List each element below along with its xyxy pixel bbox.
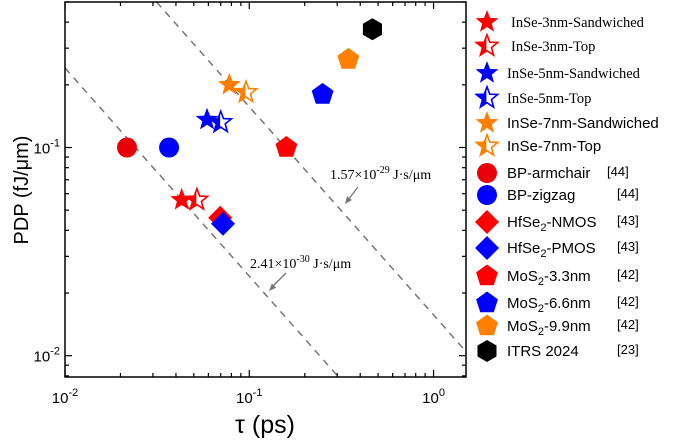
x-axis-label: τ (ps): [235, 411, 295, 439]
legend-marker: [475, 10, 499, 32]
reference-line-1: [64, 67, 340, 378]
y-tick-label: 10-1: [34, 138, 60, 158]
legend-reference: [43]: [617, 213, 639, 228]
x-tick-label: 100: [422, 387, 445, 407]
legend-item: InSe-3nm-Top: [474, 32, 595, 57]
legend-item: ITRS 2024 [23]: [477, 340, 639, 362]
data-point-inse-7nm-sandwiched: [218, 72, 241, 95]
data-point-bp-zigzag: [159, 137, 180, 158]
y-tick-label: 10-2: [34, 346, 60, 366]
legend-reference: [42]: [617, 317, 639, 332]
reference-line-annotation-1: 2.41×10-30 J·s/μm: [250, 254, 351, 272]
legend-label: BP-armchair: [507, 165, 590, 182]
legend-reference: [44]: [617, 186, 639, 201]
legend-label: HfSe2-PMOS: [507, 240, 596, 260]
legend-label: MoS2-9.9nm: [507, 318, 591, 338]
legend-marker: [474, 132, 500, 157]
legend-marker: [475, 111, 499, 133]
legend-item: MoS2-6.6nm [42]: [476, 291, 639, 315]
y-axis-label: PDP (fJ/μm): [11, 136, 33, 245]
legend-label: InSe-3nm-Top: [511, 39, 595, 55]
legend-marker: [474, 32, 500, 57]
legend-marker: [475, 236, 499, 260]
legend-item: InSe-5nm-Sandwiched: [475, 61, 641, 83]
data-point-itrs-2024: [362, 18, 382, 41]
legend-label: InSe-7nm-Top: [507, 138, 601, 155]
legend-marker: [476, 314, 498, 336]
legend-item: HfSe2-PMOS [43]: [475, 236, 639, 260]
reference-line-annotation-0: 1.57×10-29 J·s/μm: [330, 165, 431, 183]
data-point-bp-armchair: [117, 137, 138, 158]
legend-marker: [477, 340, 497, 362]
legend-label: HfSe2-NMOS: [507, 214, 596, 234]
data-point-inse-3nm-top: [184, 186, 210, 211]
plot-frame: [64, 1, 467, 378]
legend-item: InSe-3nm-Sandwiched: [475, 10, 645, 32]
legend-label: InSe-3nm-Sandwiched: [511, 15, 645, 31]
data-point-mos-9-9nm: [337, 47, 360, 69]
annotation-arrowhead: [269, 283, 277, 291]
data-point-inse-5nm-top: [207, 108, 234, 134]
legend-reference: [23]: [617, 342, 639, 357]
annotation-arrow: [271, 272, 287, 288]
legend-item: BP-armchair [44]: [477, 163, 629, 183]
legend-marker: [476, 264, 498, 286]
legend-reference: [43]: [617, 239, 639, 254]
annotation-arrow: [347, 186, 359, 201]
legend-label: InSe-5nm-Top: [507, 91, 591, 107]
legend-label: MoS2-6.6nm: [507, 295, 591, 315]
legend-label: ITRS 2024: [507, 343, 579, 360]
legend-reference: [44]: [607, 164, 629, 179]
data-point-inse-7nm-top: [233, 78, 259, 104]
legend-item: MoS2-3.3nm [42]: [476, 264, 639, 288]
legend-marker: [476, 291, 498, 313]
legend-marker: [475, 210, 499, 234]
x-tick-label: 10-1: [236, 387, 262, 407]
legend-item: BP-zigzag [44]: [477, 185, 639, 205]
legend-item: HfSe2-NMOS [43]: [475, 210, 639, 234]
legend-marker: [477, 185, 497, 205]
legend-reference: [42]: [617, 294, 639, 309]
data-point-mos-3-3nm: [275, 136, 298, 157]
legend-label: InSe-5nm-Sandwiched: [507, 66, 641, 82]
data-point-inse-3nm-sandwiched: [170, 187, 194, 210]
legend-item: InSe-7nm-Top: [474, 132, 601, 157]
legend-label: MoS2-3.3nm: [507, 268, 591, 288]
legend: InSe-3nm-Sandwiched InSe-3nm-Top InSe-5nm-…: [474, 10, 659, 362]
annotation-arrowhead: [345, 196, 352, 204]
legend-item: InSe-5nm-Top: [474, 84, 591, 109]
data-point-hfse-pmos: [211, 211, 235, 236]
legend-reference: [42]: [617, 267, 639, 282]
data-point-mos-6-6nm: [311, 82, 334, 104]
legend-marker: [475, 61, 499, 83]
legend-item: InSe-7nm-Sandwiched: [475, 111, 659, 133]
legend-label: InSe-7nm-Sandwiched: [507, 115, 659, 132]
legend-item: MoS2-9.9nm [42]: [476, 314, 639, 338]
legend-marker: [474, 84, 500, 109]
data-point-inse-5nm-sandwiched: [195, 107, 219, 130]
x-tick-label: 10-2: [52, 387, 78, 407]
legend-marker: [477, 163, 497, 183]
legend-label: BP-zigzag: [507, 187, 575, 204]
